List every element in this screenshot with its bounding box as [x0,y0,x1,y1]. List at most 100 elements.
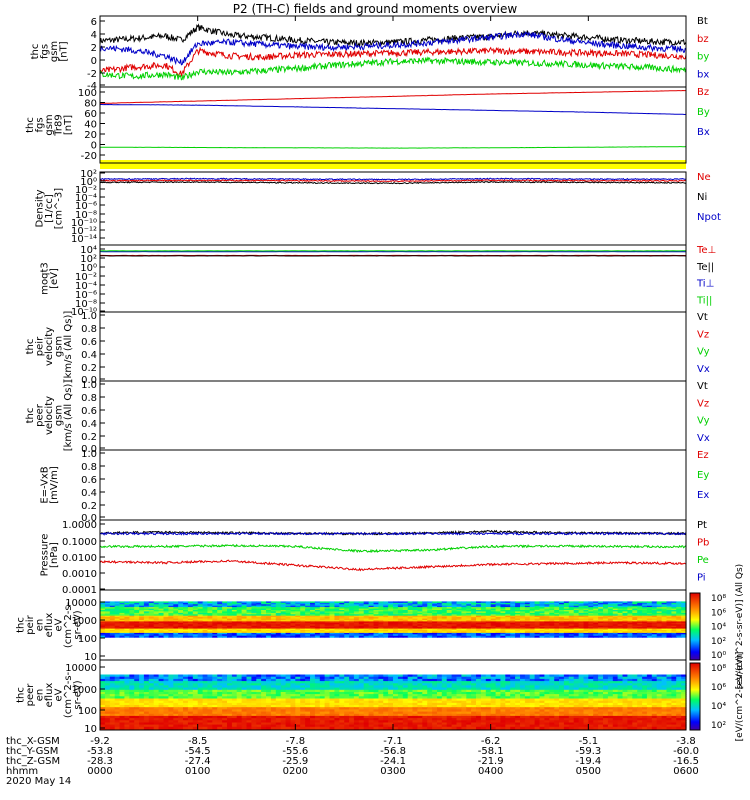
heatmap-cell [466,628,472,631]
heatmap-cell [168,696,174,700]
heatmap-cell [617,607,624,610]
heatmap-cell [539,615,545,618]
heatmap-cell [285,634,292,637]
heatmap-cell [461,702,467,706]
heatmap-cell [192,700,199,704]
heatmap-cell [300,694,306,697]
heatmap-cell [285,602,292,605]
heatmap-cell [573,694,580,697]
heatmap-cell [222,709,228,713]
heatmap-cell [578,674,585,678]
heatmap-cell [427,709,433,713]
heatmap-cell [627,610,633,612]
heatmap-cell [148,694,155,697]
heatmap-cell [476,608,482,611]
heatmap-cell [407,632,414,635]
heatmap-cell [627,634,633,637]
heatmap-cell [485,607,492,610]
heatmap-cell [451,624,458,627]
heatmap-cell [256,689,262,693]
heatmap-cell [549,612,555,615]
heatmap-cell [358,678,365,682]
heatmap-cell [270,683,277,687]
heatmap-cell [529,627,536,630]
heatmap-cell [285,696,292,700]
heatmap-cell [383,698,389,702]
heatmap-cell [178,628,184,631]
heatmap-cell [148,709,155,713]
heatmap-cell [510,696,516,700]
heatmap-cell [305,689,311,693]
heatmap-cell [344,694,350,697]
heatmap-cell [227,700,233,704]
heatmap-cell [251,615,257,618]
heatmap-cell [227,634,233,637]
heatmap-cell [329,614,335,617]
heatmap-cell [241,608,248,611]
heatmap-cell [139,689,145,693]
heatmap-cell [651,698,658,702]
heatmap-cell [143,687,150,691]
heatmap-cell [173,685,179,689]
heatmap-cell [358,627,365,630]
heatmap-cell [295,620,301,622]
heatmap-cell [461,602,467,605]
heatmap-cell [666,632,672,635]
heatmap-cell [143,709,150,713]
heatmap-cell [114,632,121,635]
heatmap-cell [583,689,589,693]
heatmap-cell [388,635,394,638]
heatmap-cell [480,685,487,689]
heatmap-cell [412,702,418,706]
heatmap-cell [559,694,565,697]
heatmap-cell [666,615,672,618]
heatmap-cell [661,612,668,615]
heatmap-cell [143,625,150,628]
heatmap-cell [285,615,292,618]
heatmap-cell [646,620,653,622]
heatmap-cell [227,625,233,628]
heatmap-cell [622,605,628,608]
heatmap-cell [227,707,233,710]
heatmap-cell [568,674,575,678]
heatmap-cell [285,674,292,678]
heatmap-cell [129,602,135,605]
heatmap-cell [627,635,633,638]
heatmap-cell [559,696,565,700]
heatmap-cell [217,681,223,684]
heatmap-cell [256,601,262,604]
heatmap-cell [500,610,506,612]
heatmap-cell [300,678,306,682]
heatmap-cell [339,624,345,627]
heatmap-cell [270,674,277,678]
heatmap-cell [344,624,350,627]
heatmap-cell [598,700,604,704]
heatmap-cell [329,707,335,710]
heatmap-cell [476,678,482,682]
heatmap-cell [104,692,111,695]
heatmap-cell [363,601,370,604]
heatmap-cell [524,687,531,691]
heatmap-cell [275,618,282,621]
heatmap-cell [612,602,619,605]
heatmap-cell [480,625,487,628]
heatmap-cell [153,611,160,614]
heatmap-cell [417,624,423,627]
heatmap-cell [476,635,482,638]
heatmap-cell [197,625,204,628]
heatmap-cell [109,632,116,635]
heatmap-cell [588,625,594,628]
heatmap-cell [456,635,462,638]
heatmap-cell [563,611,570,614]
heatmap-cell [139,681,145,684]
heatmap-cell [451,678,458,682]
heatmap-cell [168,705,174,708]
heatmap-cell [412,681,418,684]
heatmap-cell [192,620,199,622]
heatmap-cell [119,627,125,630]
heatmap-cell [275,620,282,622]
heatmap-cell [197,615,204,618]
heatmap-cell [500,604,506,607]
heatmap-cell [124,610,130,612]
heatmap-cell [334,678,340,682]
